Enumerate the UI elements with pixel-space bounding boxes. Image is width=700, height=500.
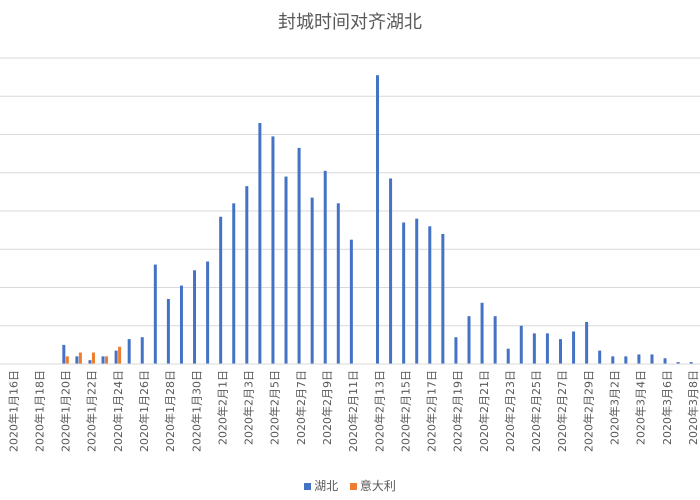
x-tick-label: 2020年1月30日 [189,370,203,452]
bar-hubei-39 [519,325,523,364]
bar-hubei-12 [166,298,170,364]
bar-hubei-50 [663,358,667,364]
bar-hubei-30 [402,222,406,364]
bar-hubei-35 [467,316,471,364]
legend-label-hubei: 湖北 [314,479,339,493]
x-tick-label: 2020年2月27日 [555,370,569,452]
x-tick-label: 2020年2月9日 [320,370,334,445]
bar-hubei-44 [585,321,589,364]
bar-hubei-18 [245,186,249,364]
x-tick-label: 2020年1月22日 [85,370,99,452]
bar-hubei-31 [415,218,419,364]
bar-hubei-6 [88,360,92,364]
x-tick-label: 2020年2月19日 [451,370,465,452]
x-tick-label: 2020年1月18日 [32,370,46,452]
bar-hubei-17 [232,203,236,364]
x-tick-label: 2020年3月8日 [686,370,700,445]
x-tick-label: 2020年1月26日 [137,370,151,452]
bar-italy-7 [105,356,109,364]
bar-hubei-10 [140,337,144,364]
legend: 湖北 意大利 [0,477,700,494]
bar-hubei-52 [689,362,693,364]
x-tick-label: 2020年2月13日 [372,370,386,452]
bar-hubei-29 [389,178,393,364]
bar-italy-5 [78,352,82,364]
legend-label-italy: 意大利 [359,479,396,493]
bar-hubei-7 [101,356,105,364]
x-tick-label: 2020年1月24日 [111,370,125,452]
legend-item-hubei[interactable]: 湖北 [304,477,338,494]
x-tick-label: 2020年2月1日 [215,370,229,445]
bar-hubei-51 [676,362,680,364]
bar-hubei-41 [545,333,549,364]
bar-hubei-47 [624,356,628,364]
bar-hubei-16 [219,216,223,364]
bar-hubei-49 [650,354,654,364]
x-tick-label: 2020年2月3日 [242,370,256,445]
bar-hubei-11 [153,264,157,364]
x-tick-label: 2020年2月29日 [581,370,595,452]
bar-hubei-5 [75,356,79,364]
bar-hubei-19 [258,123,262,364]
bar-hubei-20 [271,136,275,364]
bar-hubei-36 [480,302,484,364]
bar-hubei-23 [310,197,314,364]
legend-item-italy[interactable]: 意大利 [349,477,396,494]
x-tick-label: 2020年2月7日 [294,370,308,445]
bar-hubei-24 [323,170,327,364]
bar-hubei-48 [637,354,641,364]
chart-title: 封城时间对齐湖北 [278,12,422,33]
bar-hubei-40 [532,333,536,364]
bar-hubei-26 [349,239,353,364]
bar-hubei-34 [454,337,458,364]
bar-hubei-21 [284,176,288,364]
x-tick-label: 2020年2月25日 [529,370,543,452]
x-tick-label: 2020年1月28日 [163,370,177,452]
bar-hubei-8 [114,350,118,364]
bars [62,75,693,365]
bar-hubei-15 [206,261,210,364]
bar-hubei-37 [493,316,497,364]
x-tick-labels: 2020年1月16日 2020年1月18日 2020年1月20日 2020年1月22日… [6,370,700,452]
bar-hubei-25 [336,203,340,364]
x-tick-label: 2020年3月4日 [634,370,648,445]
bar-hubei-4 [62,344,66,365]
bar-hubei-32 [428,226,432,364]
bar-hubei-33 [441,233,445,364]
bar-hubei-46 [611,356,615,364]
bar-hubei-42 [558,339,562,364]
x-tick-label: 2020年2月11日 [346,370,360,452]
bar-hubei-14 [193,270,197,364]
x-tick-label: 2020年3月6日 [660,370,674,445]
x-tick-label: 2020年2月21日 [477,370,491,452]
bar-hubei-28 [376,75,380,365]
legend-swatch-italy [349,483,357,490]
bar-italy-4 [65,356,69,364]
bar-hubei-9 [127,339,131,364]
bar-italy-8 [118,346,122,364]
x-tick-label: 2020年3月2日 [608,370,622,445]
bar-hubei-22 [297,147,301,364]
bar-hubei-38 [506,348,510,364]
legend-swatch-hubei [304,483,312,490]
bar-hubei-43 [572,331,576,364]
x-tick-label: 2020年2月17日 [425,370,439,452]
bar-hubei-13 [179,285,183,364]
bar-italy-6 [91,352,95,364]
x-tick-label: 2020年1月20日 [59,370,73,452]
x-tick-label: 2020年2月23日 [503,370,517,452]
x-tick-label: 2020年2月5日 [268,370,282,445]
bar-hubei-45 [598,350,602,364]
x-tick-label: 2020年2月15日 [398,370,412,452]
x-tick-label: 2020年1月16日 [6,370,20,452]
